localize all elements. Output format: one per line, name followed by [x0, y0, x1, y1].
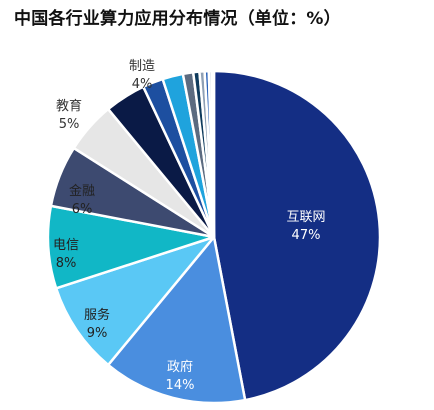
pie-slice-14 — [210, 69, 216, 239]
pie-labels: 互联网 47% 政府 14% 服务 9% 电信 8% 金融 6% 教育 5% 制造 4% — [53, 59, 326, 393]
slice-category-label-3: 电信 — [53, 238, 79, 253]
slice-value-label-3: 8% — [56, 256, 77, 271]
slice-category-label-2: 服务 — [84, 307, 110, 323]
chart-title: 中国各行业算力应用分布情况（单位：%） — [14, 9, 341, 29]
slice-value-label-0: 47% — [292, 228, 321, 243]
slice-category-label-0: 互联网 — [286, 210, 325, 225]
slice-value-label-4: 6% — [72, 202, 93, 217]
pie-slice-2 — [54, 235, 216, 367]
slice-category-label-1: 政府 — [167, 360, 193, 375]
slice-value-label-1: 14% — [166, 378, 195, 393]
slice-category-label-6: 制造 — [129, 59, 155, 74]
slice-category-label-5: 教育 — [56, 98, 82, 114]
slice-value-label-2: 9% — [87, 326, 108, 341]
pie-slice-0 — [212, 69, 382, 402]
slice-category-label-4: 金融 — [69, 183, 95, 199]
slice-value-label-5: 5% — [59, 117, 80, 132]
slice-value-label-6: 4% — [132, 77, 153, 92]
pie-slices — [46, 69, 382, 405]
pie-slice-1 — [106, 235, 247, 405]
